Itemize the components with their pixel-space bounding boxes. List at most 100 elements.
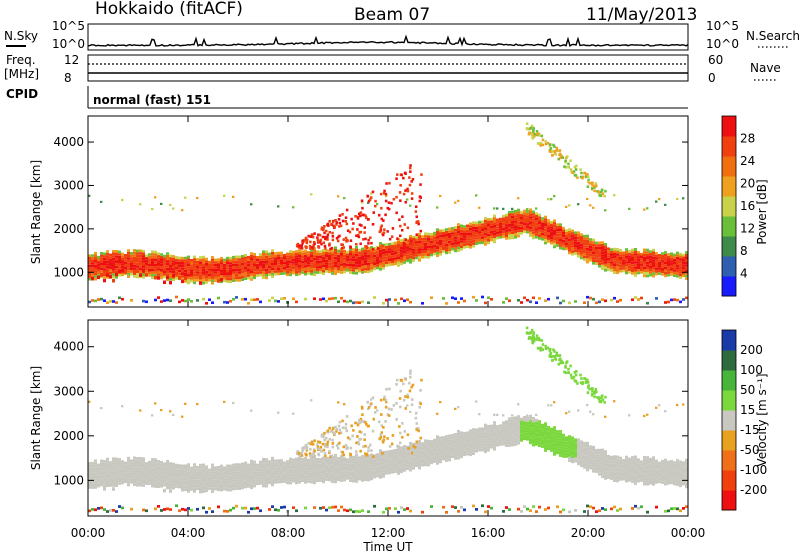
velocity-cell — [553, 428, 556, 432]
power-cell — [655, 257, 658, 260]
power-cell — [652, 248, 655, 252]
power-cell — [502, 230, 505, 233]
power-cell — [202, 255, 205, 259]
velocity-cell — [280, 477, 283, 481]
velocity-cell — [241, 478, 244, 482]
velocity-cell — [553, 439, 556, 443]
power-cell — [598, 249, 601, 252]
power-cell — [360, 199, 364, 203]
velocity-cell — [418, 445, 421, 448]
power-cell — [505, 229, 508, 232]
power-cell — [637, 253, 640, 257]
power-cell — [163, 273, 166, 276]
power-cell — [91, 299, 94, 302]
velocity-cell — [250, 473, 253, 476]
power-cell — [154, 261, 157, 264]
velocity-cell — [274, 481, 277, 484]
power-cell — [274, 267, 277, 271]
power-cell — [280, 254, 283, 257]
velocity-cell — [457, 446, 460, 449]
power-cell — [600, 189, 604, 192]
power-cell — [142, 276, 145, 279]
power-cell — [421, 302, 424, 305]
velocity-cell — [307, 474, 310, 478]
power-cell — [472, 226, 475, 230]
power-cell — [361, 268, 364, 271]
velocity-cell — [220, 470, 223, 473]
power-cell — [559, 241, 562, 245]
velocity-cell — [211, 474, 214, 477]
velocity-cell — [305, 447, 308, 451]
power-cell — [376, 251, 379, 254]
power-cell — [202, 271, 205, 274]
velocity-cell — [127, 467, 130, 471]
power-cell — [517, 208, 520, 212]
power-cell — [319, 258, 322, 261]
power-cell — [655, 272, 658, 276]
velocity-cell — [505, 436, 508, 439]
power-cell — [523, 217, 526, 220]
power-cell — [583, 250, 586, 254]
velocity-cell — [94, 480, 97, 484]
velocity-cell — [250, 467, 253, 471]
power-cell — [217, 279, 220, 283]
velocity-cell — [205, 486, 208, 490]
power-cell — [511, 226, 514, 229]
power-cell — [619, 251, 622, 255]
velocity-cell — [517, 431, 520, 434]
power-ylabel: Slant Range [km] — [29, 160, 43, 264]
power-cell — [496, 226, 499, 229]
velocity-cell — [445, 511, 448, 514]
velocity-cell — [538, 430, 541, 434]
power-cell — [559, 231, 562, 234]
velocity-cell — [670, 476, 673, 479]
power-cell — [397, 259, 400, 262]
power-cell — [646, 251, 649, 254]
power-cell — [357, 235, 361, 239]
power-cell — [555, 149, 558, 152]
velocity-cell — [94, 462, 97, 465]
power-cell — [385, 261, 388, 265]
power-cell — [136, 249, 139, 253]
power-cell — [499, 217, 502, 221]
velocity-cell — [361, 413, 364, 416]
power-cell — [481, 225, 484, 229]
power-cell — [187, 298, 190, 301]
power-cell — [91, 256, 94, 260]
velocity-cell — [328, 465, 331, 468]
velocity-cell — [319, 473, 322, 477]
velocity-cell — [424, 458, 427, 461]
velocity-cell — [160, 484, 163, 488]
velocity-cell — [619, 472, 622, 476]
power-cell — [100, 273, 103, 277]
power-cell — [160, 268, 163, 272]
power-cell — [685, 253, 688, 257]
power-cell — [235, 276, 238, 279]
velocity-cell — [421, 442, 424, 445]
velocity-cell — [373, 467, 376, 471]
power-cell — [232, 255, 235, 259]
velocity-cell — [562, 508, 565, 512]
power-cell — [556, 226, 559, 229]
velocity-cell — [157, 484, 160, 488]
power-cell — [346, 266, 349, 269]
power-cell — [463, 225, 466, 228]
velocity-cell — [568, 445, 571, 449]
velocity-cell — [493, 447, 496, 451]
power-cell — [331, 251, 334, 254]
power-cell — [304, 254, 307, 258]
velocity-cell — [340, 476, 343, 480]
power-cell — [634, 253, 637, 256]
power-cell — [379, 192, 383, 196]
velocity-cell — [589, 450, 592, 454]
velocity-cell — [574, 438, 577, 442]
power-cell — [478, 206, 481, 209]
velocity-cell — [406, 507, 409, 510]
power-cell — [253, 298, 256, 301]
cpid-panel: CPID normal (fast) 151 — [6, 86, 688, 109]
power-cell — [493, 207, 496, 210]
power-cell — [637, 266, 640, 270]
velocity-cell — [532, 425, 535, 428]
velocity-cell — [106, 484, 109, 488]
power-cell — [184, 280, 187, 283]
